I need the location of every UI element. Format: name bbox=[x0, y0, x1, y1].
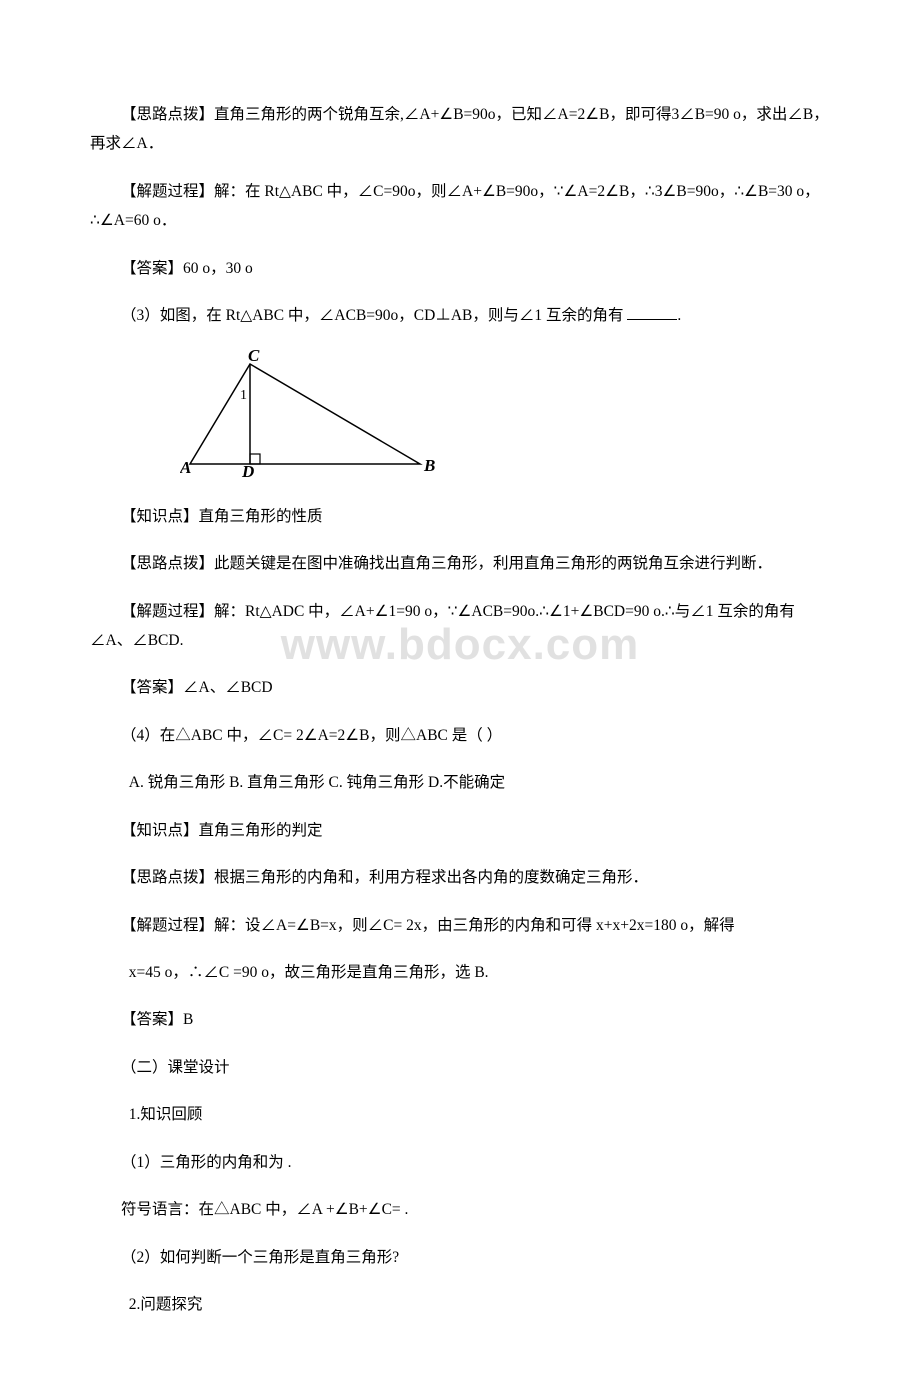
para-knowledge-1: 【知识点】直角三角形的性质 bbox=[90, 502, 830, 531]
para-hint-3: 【思路点拨】根据三角形的内角和，利用方程求出各内角的度数确定三角形． bbox=[90, 863, 830, 892]
para-answer-3: 【答案】B bbox=[90, 1005, 830, 1034]
q3-text-b: . bbox=[677, 307, 681, 324]
review-symbol-lang: 符号语言：在△ABC 中，∠A +∠B+∠C= . bbox=[90, 1195, 830, 1224]
label-c: C bbox=[248, 349, 260, 365]
review-item-2: （2）如何判断一个三角形是直角三角形? bbox=[90, 1243, 830, 1272]
section-class-design: （二）课堂设计 bbox=[90, 1053, 830, 1082]
para-question-3: （3）如图，在 Rt△ABC 中，∠ACB=90o，CD⊥AB，则与∠1 互余的… bbox=[90, 301, 830, 330]
label-d: D bbox=[241, 462, 254, 479]
heading-explore: 2.问题探究 bbox=[129, 1290, 830, 1319]
para-question-4: （4）在△ABC 中，∠C= 2∠A=2∠B，则△ABC 是（ ） bbox=[90, 721, 830, 750]
para-solution-2: 【解题过程】解：Rt△ADC 中，∠A+∠1=90 o，∵∠ACB=90o.∴∠… bbox=[90, 597, 830, 656]
label-b: B bbox=[423, 456, 435, 475]
review-item-1: （1）三角形的内角和为 . bbox=[90, 1148, 830, 1177]
para-options: A. 锐角三角形 B. 直角三角形 C. 钝角三角形 D.不能确定 bbox=[129, 768, 830, 797]
triangle-outline bbox=[190, 364, 420, 464]
label-angle-1: 1 bbox=[240, 388, 247, 403]
para-solution-1: 【解题过程】解：在 Rt△ABC 中，∠C=90o，则∠A+∠B=90o，∵∠A… bbox=[90, 177, 830, 236]
para-hint-2: 【思路点拨】此题关键是在图中准确找出直角三角形，利用直角三角形的两锐角互余进行判… bbox=[90, 549, 830, 578]
q3-text-a: （3）如图，在 Rt△ABC 中，∠ACB=90o，CD⊥AB，则与∠1 互余的… bbox=[121, 307, 627, 324]
para-answer-2: 【答案】∠A、∠BCD bbox=[90, 673, 830, 702]
para-knowledge-2: 【知识点】直角三角形的判定 bbox=[90, 816, 830, 845]
triangle-svg: C A B D 1 bbox=[180, 349, 440, 479]
para-solution-3b: x=45 o，∴∠C =90 o，故三角形是直角三角形，选 B. bbox=[129, 958, 830, 987]
document-body: 【思路点拨】直角三角形的两个锐角互余,∠A+∠B=90o，已知∠A=2∠B，即可… bbox=[90, 100, 830, 1320]
blank-line bbox=[627, 305, 677, 321]
label-a: A bbox=[180, 458, 191, 477]
heading-review: 1.知识回顾 bbox=[129, 1100, 830, 1129]
triangle-diagram: C A B D 1 bbox=[180, 349, 830, 484]
para-hint-1: 【思路点拨】直角三角形的两个锐角互余,∠A+∠B=90o，已知∠A=2∠B，即可… bbox=[90, 100, 830, 159]
para-solution-3: 【解题过程】解：设∠A=∠B=x，则∠C= 2x，由三角形的内角和可得 x+x+… bbox=[90, 911, 830, 940]
para-answer-1: 【答案】60 o，30 o bbox=[90, 254, 830, 283]
